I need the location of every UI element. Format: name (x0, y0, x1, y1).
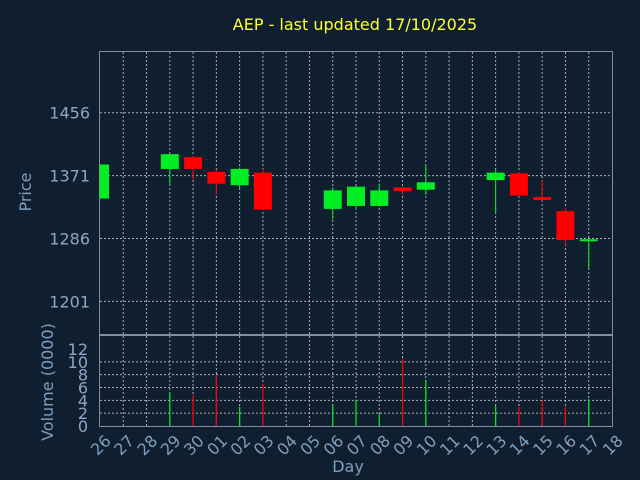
candle-26 (99, 164, 109, 199)
volume-tick-label: 6 (78, 379, 88, 398)
volume-axis-label: Volume (0000) (38, 323, 57, 441)
volume-tick-label: 2 (78, 404, 88, 423)
volume-tick-label: 12 (68, 340, 88, 359)
candle-body (393, 187, 412, 192)
price-tick-labels: 1201 1286 1371 1456 (49, 104, 90, 312)
candle-body (160, 154, 179, 169)
candle-16 (556, 207, 575, 246)
price-tick-label: 1371 (49, 167, 90, 186)
candle-06 (323, 187, 342, 220)
candle-body (100, 164, 109, 199)
candle-07 (347, 185, 365, 210)
volume-tick-label: 10 (68, 353, 88, 372)
volume-bars (169, 358, 590, 426)
price-tick-label: 1201 (49, 292, 90, 311)
candle-body (347, 186, 365, 206)
volume-tick-label: 8 (78, 366, 88, 385)
candle-body (323, 190, 342, 209)
price-tick-label: 1286 (49, 230, 90, 249)
volume-panel-frame (99, 335, 613, 427)
candle-15 (533, 180, 552, 201)
day-tick-labels: 2627282930010203040506070809101112131415… (87, 431, 627, 459)
x-axis-label: Day (332, 457, 364, 476)
candle-08 (370, 183, 389, 207)
candle-body (370, 190, 389, 206)
candle-02 (230, 167, 249, 189)
candle-body (184, 157, 203, 169)
candle-13 (486, 168, 505, 214)
volume-tick-label: 0 (78, 417, 88, 436)
candle-03 (253, 168, 272, 210)
price-tick-label: 1456 (49, 104, 90, 123)
candle-10 (416, 165, 435, 195)
candle-09 (393, 186, 412, 195)
candle-body (579, 239, 598, 242)
price-axis-label: Price (16, 172, 35, 211)
candle-body (533, 197, 552, 201)
candle-body (230, 168, 249, 186)
candlesticks (99, 154, 598, 269)
candle-body (556, 211, 575, 240)
candle-14 (509, 171, 528, 197)
day-tick-label: 18 (599, 431, 627, 459)
candle-01 (207, 170, 226, 195)
candle-body (207, 171, 226, 184)
candle-body (486, 172, 505, 181)
chart-title: AEP - last updated 17/10/2025 (233, 15, 477, 34)
candle-body (416, 182, 435, 190)
candle-17 (579, 239, 598, 269)
candle-body (253, 172, 272, 210)
candle-body (509, 173, 528, 196)
candle-29 (160, 154, 179, 184)
volume-tick-label: 4 (78, 391, 88, 410)
candle-30 (184, 155, 203, 181)
